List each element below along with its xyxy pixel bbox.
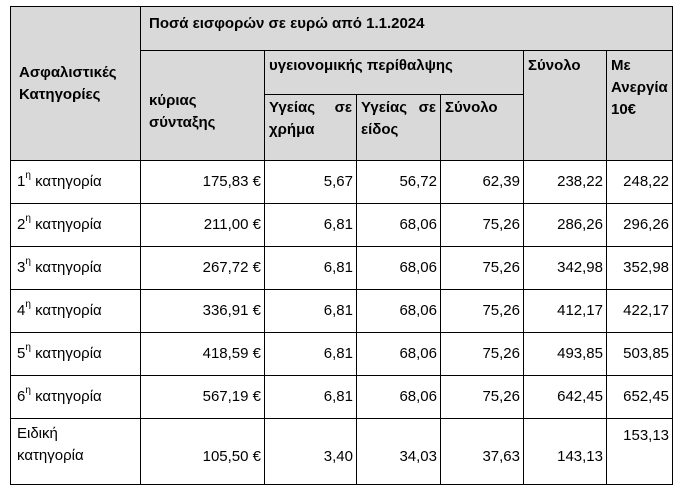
health-total-cell: 62,39	[440, 160, 524, 204]
health-total-cell: 75,26	[440, 203, 524, 247]
pension-cell: 418,59 €	[140, 332, 265, 376]
header-row-2: κύριας σύνταξης υγειονομικής περίθαλψης …	[11, 50, 674, 161]
health-total-cell: 75,26	[440, 289, 524, 333]
health-kind-cell: 34,03	[356, 418, 441, 485]
header-category: Ασφαλιστικές Κατηγορίες	[10, 6, 141, 161]
header-pension-text: κύριας σύνταξης	[149, 91, 216, 131]
header-row-1: Ασφαλιστικές Κατηγορίες Ποσά εισφορών σε…	[10, 6, 674, 161]
pension-cell: 567,19 €	[140, 375, 265, 419]
total-cell: 143,13	[523, 418, 607, 485]
pension-cell: 336,91 €	[140, 289, 265, 333]
header-health-total-text: Σύνολο	[445, 99, 498, 116]
header-unemployment-line1: Με	[611, 57, 631, 74]
special-category-line1: Ειδική	[17, 425, 58, 442]
table-row: 1η κατηγορία 175,83 € 5,67 56,72 62,39 2…	[10, 160, 674, 204]
category-label: 2η κατηγορία	[10, 203, 141, 247]
pension-cell: 267,72 €	[140, 246, 265, 290]
header-health-text: υγειονομικής περίθαλψης	[269, 57, 453, 74]
header-title-text: Ποσά εισφορών σε ευρώ από 1.1.2024	[149, 15, 425, 32]
health-kind-cell: 68,06	[356, 203, 441, 247]
category-label: 1η κατηγορία	[10, 160, 141, 204]
header-title: Ποσά εισφορών σε ευρώ από 1.1.2024	[139, 6, 674, 51]
table-row: 4η κατηγορία 336,91 € 6,81 68,06 75,26 4…	[10, 289, 674, 333]
table-row: 2η κατηγορία 211,00 € 6,81 68,06 75,26 2…	[10, 203, 674, 247]
header-health-kind-word2: σε	[418, 99, 436, 116]
total-cell: 412,17	[523, 289, 607, 333]
table-row-special: Ειδική κατηγορία 105,50 € 3,40 34,03 37,…	[10, 418, 674, 485]
total-cell: 493,85	[523, 332, 607, 376]
header-row-3: Υγείας σε χρήμα Υγείας σε είδος Σύνολο	[11, 94, 673, 161]
header-health-cash-word1: Υγείας	[269, 99, 316, 116]
health-cash-cell: 6,81	[264, 246, 357, 290]
pension-cell: 211,00 €	[140, 203, 265, 247]
health-cash-cell: 6,81	[264, 375, 357, 419]
header-health: υγειονομικής περίθαλψης	[264, 50, 524, 95]
pension-cell: 105,50 €	[140, 418, 265, 485]
health-cash-cell: 6,81	[264, 289, 357, 333]
health-total-cell: 75,26	[440, 332, 524, 376]
header-unemployment: Με Ανεργία 10€	[605, 50, 674, 161]
header-health-kind: Υγείας σε είδος	[356, 94, 441, 161]
contributions-table-wrapper: Ασφαλιστικές Κατηγορίες Ποσά εισφορών σε…	[10, 6, 674, 485]
header-unemployment-line2: Ανεργία	[611, 79, 668, 96]
health-total-cell: 37,63	[440, 418, 524, 485]
health-kind-cell: 68,06	[356, 246, 441, 290]
health-total-cell: 75,26	[440, 246, 524, 290]
special-category-line2: κατηγορία	[17, 447, 84, 464]
health-kind-cell: 68,06	[356, 332, 441, 376]
health-cash-cell: 6,81	[264, 203, 357, 247]
header-health-kind-word3: είδος	[361, 121, 399, 138]
header-health-cash: Υγείας σε χρήμα	[264, 94, 357, 161]
unemployment-cell: 153,13	[605, 418, 674, 485]
header-total-text: Σύνολο	[528, 57, 581, 74]
header-pension: κύριας σύνταξης	[140, 50, 265, 161]
category-label: 3η κατηγορία	[10, 246, 141, 290]
header-unemployment-line3: 10€	[611, 101, 637, 118]
unemployment-cell: 296,26	[605, 203, 674, 247]
health-cash-cell: 5,67	[264, 160, 357, 204]
category-label: 5η κατηγορία	[10, 332, 141, 376]
unemployment-cell: 503,85	[605, 332, 674, 376]
header-health-kind-word1: Υγείας	[361, 99, 408, 116]
contributions-table: Ασφαλιστικές Κατηγορίες Ποσά εισφορών σε…	[10, 6, 674, 485]
unemployment-cell: 248,22	[605, 160, 674, 204]
table-row: 6η κατηγορία 567,19 € 6,81 68,06 75,26 6…	[10, 375, 674, 419]
pension-cell: 175,83 €	[140, 160, 265, 204]
header-category-text: Ασφαλιστικές Κατηγορίες	[19, 63, 117, 103]
total-cell: 286,26	[523, 203, 607, 247]
category-label: 4η κατηγορία	[10, 289, 141, 333]
total-cell: 342,98	[523, 246, 607, 290]
health-kind-cell: 68,06	[356, 375, 441, 419]
header-health-total: Σύνολο	[440, 94, 524, 161]
unemployment-cell: 652,45	[605, 375, 674, 419]
health-kind-cell: 68,06	[356, 289, 441, 333]
special-category-label: Ειδική κατηγορία	[10, 418, 141, 485]
unemployment-cell: 422,17	[605, 289, 674, 333]
total-cell: 642,45	[523, 375, 607, 419]
table-row: 3η κατηγορία 267,72 € 6,81 68,06 75,26 3…	[10, 246, 674, 290]
health-total-cell: 75,26	[440, 375, 524, 419]
header-total: Σύνολο	[523, 50, 607, 161]
total-cell: 238,22	[523, 160, 607, 204]
health-kind-cell: 56,72	[356, 160, 441, 204]
header-health-cash-word2: σε	[334, 99, 352, 116]
category-label: 6η κατηγορία	[10, 375, 141, 419]
header-health-cash-word3: χρήμα	[269, 121, 315, 138]
health-cash-cell: 3,40	[264, 418, 357, 485]
unemployment-cell: 352,98	[605, 246, 674, 290]
table-row: 5η κατηγορία 418,59 € 6,81 68,06 75,26 4…	[10, 332, 674, 376]
health-cash-cell: 6,81	[264, 332, 357, 376]
